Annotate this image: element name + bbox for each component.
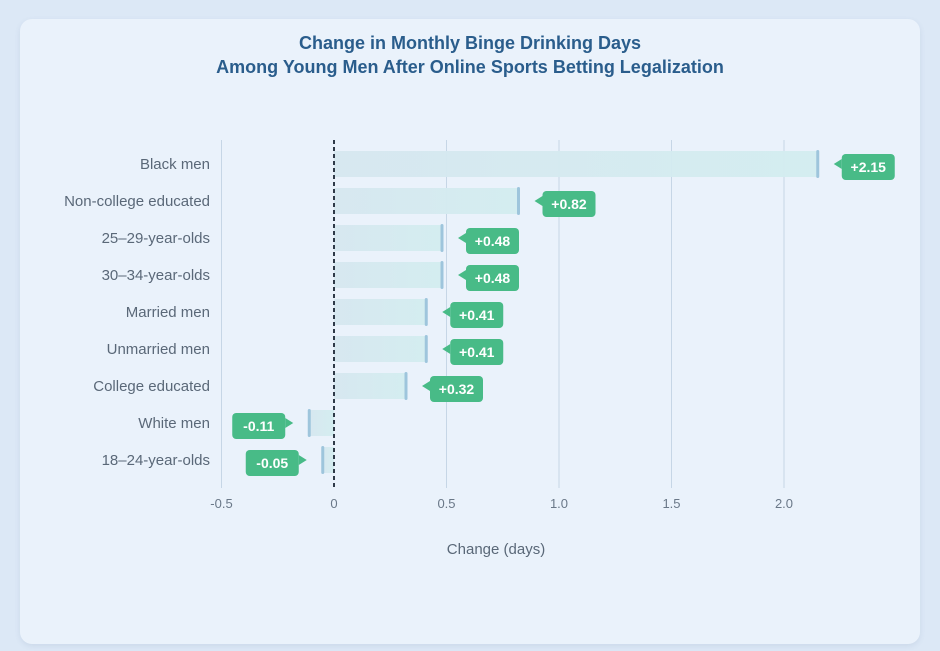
bar <box>334 188 519 214</box>
bar-end-marker <box>424 298 428 326</box>
value-label: +0.41 <box>459 307 495 323</box>
chart-card <box>20 19 920 644</box>
bar-end-marker <box>321 446 325 474</box>
category-label: Non-college educated <box>64 193 210 210</box>
category-label: 25–29-year-olds <box>102 230 210 247</box>
x-tick-label: 1.5 <box>662 496 680 511</box>
value-badge <box>430 376 483 402</box>
value-badge <box>466 228 519 254</box>
value-badge <box>245 450 299 476</box>
category-label: Unmarried men <box>107 341 210 358</box>
value-badge <box>232 413 286 439</box>
category-label: Black men <box>140 156 210 173</box>
category-label: 30–34-year-olds <box>102 267 210 284</box>
x-tick-label: -0.5 <box>210 496 232 511</box>
value-label: +0.48 <box>475 270 511 286</box>
bar-end-marker <box>816 150 820 178</box>
category-label: College educated <box>93 378 210 395</box>
value-badge <box>466 265 519 291</box>
value-badge-pointer <box>298 455 307 465</box>
value-label: +0.48 <box>475 233 511 249</box>
bar <box>334 262 442 288</box>
chart-title-line1: Change in Monthly Binge Drinking Days <box>298 33 642 53</box>
value-label: +0.32 <box>439 381 475 397</box>
value-label: -0.05 <box>256 455 288 471</box>
value-badge-pointer <box>442 307 451 317</box>
bar <box>334 373 406 399</box>
value-badge <box>450 302 504 328</box>
category-label: White men <box>138 415 210 432</box>
bar-end-marker <box>424 335 428 363</box>
value-label: -0.11 <box>243 418 274 434</box>
bar-end-marker <box>440 224 444 252</box>
bar-end-marker <box>440 261 444 289</box>
x-axis-title: Change (days) <box>447 541 545 558</box>
bars: +2.15 +0.82 +0.48 +0.48 +0.41 +0.41 +0.32 -0.11… <box>232 150 895 476</box>
category-label: Married men <box>126 304 210 321</box>
category-labels: Black men Non-college educated 25–29-year-… <box>64 156 210 469</box>
value-badge-pointer <box>534 196 543 206</box>
value-label: +0.82 <box>551 196 587 212</box>
value-badge <box>841 154 895 180</box>
bar <box>334 225 442 251</box>
bar <box>334 151 818 177</box>
bar <box>334 336 427 362</box>
bar-end-marker <box>307 409 311 437</box>
x-tick-labels: -0.5 0 0.5 1.0 1.5 2.0 <box>210 496 793 511</box>
bar <box>309 410 334 436</box>
value-badge-pointer <box>458 270 466 280</box>
category-label: 18–24-year-olds <box>102 452 210 469</box>
bar <box>334 299 427 325</box>
bar <box>322 447 334 473</box>
value-badge-pointer <box>422 381 430 391</box>
value-badge-pointer <box>833 159 842 169</box>
value-label: +2.15 <box>851 159 887 175</box>
value-badge-pointer <box>285 418 294 428</box>
chart-title-line2: Among Young Men After Online Sports Bett… <box>216 57 724 77</box>
value-label: +0.41 <box>459 344 495 360</box>
chart-title: Change in Monthly Binge Drinking Days Am… <box>0 31 940 79</box>
x-tick-label: 0 <box>330 496 337 511</box>
value-badge <box>542 191 596 217</box>
x-tick-label: 2.0 <box>775 496 793 511</box>
x-tick-label: 0.5 <box>437 496 455 511</box>
x-tick-label: 1.0 <box>550 496 568 511</box>
value-badge <box>450 339 504 365</box>
value-badge-pointer <box>458 233 466 243</box>
bar-end-marker <box>517 187 520 215</box>
value-badge-pointer <box>442 344 451 354</box>
bar-end-marker <box>404 372 408 400</box>
